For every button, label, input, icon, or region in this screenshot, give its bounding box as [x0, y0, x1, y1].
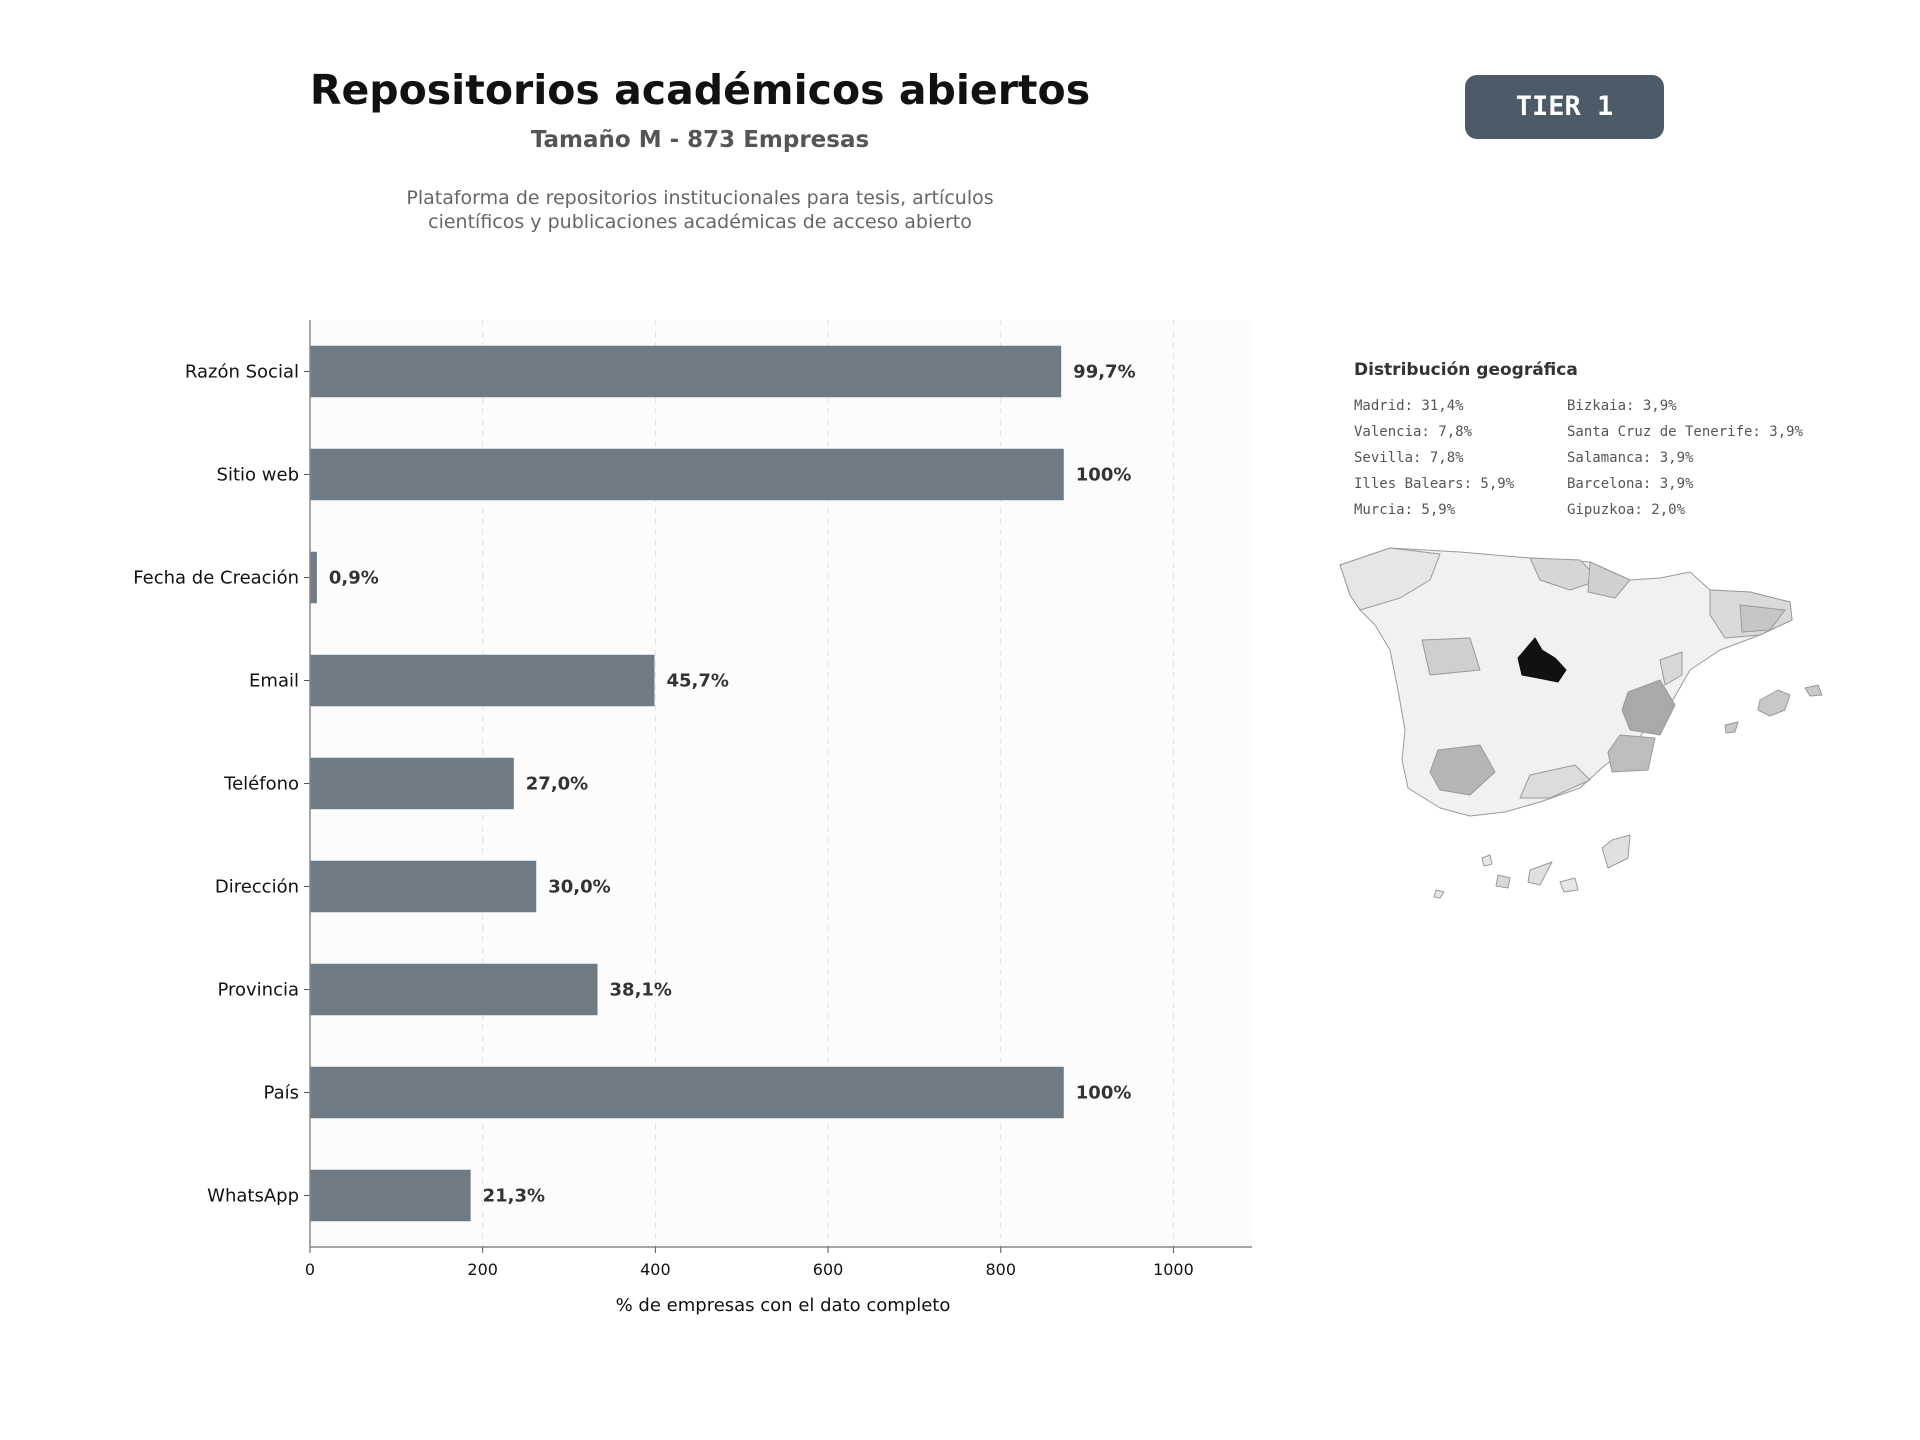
category-label: Provincia: [217, 980, 299, 1001]
x-tick-label: 600: [813, 1260, 844, 1279]
geo-item: Salamanca: 3,9%: [1567, 450, 1694, 466]
category-label: Sitio web: [217, 465, 299, 486]
geo-item: Gipuzkoa: 2,0%: [1567, 502, 1686, 518]
category-label: Dirección: [215, 877, 299, 898]
map-region: [1429, 744, 1496, 796]
bar-value-label: 27,0%: [526, 774, 588, 795]
geo-item: Santa Cruz de Tenerife: 3,9%: [1567, 424, 1804, 440]
category-label: WhatsApp: [207, 1186, 299, 1207]
bar: [310, 963, 598, 1016]
description-line-2: científicos y publicaciones académicas d…: [428, 211, 972, 233]
geo-item: Murcia: 5,9%: [1354, 502, 1456, 518]
geo-title: Distribución geográfica: [1354, 360, 1578, 380]
bar: [310, 448, 1064, 501]
x-tick-label: 1000: [1153, 1260, 1194, 1279]
x-axis-label: % de empresas con el dato completo: [616, 1295, 951, 1316]
tier-badge: TIER 1: [1465, 75, 1664, 139]
bar-value-label: 99,7%: [1073, 362, 1135, 383]
map-region: [1339, 547, 1441, 611]
geo-item: Barcelona: 3,9%: [1567, 476, 1694, 492]
bar-value-label: 38,1%: [610, 980, 672, 1001]
bar-value-label: 30,0%: [548, 877, 610, 898]
map-region-madrid: [1517, 637, 1567, 683]
bar-chart: 99,7% Razón Social 100% Sitio web 0,9% Fecha …: [133, 320, 1252, 1316]
map-region: [1519, 764, 1591, 799]
map-canaries: [1495, 874, 1511, 889]
x-tick-label: 200: [467, 1260, 498, 1279]
category-label: Razón Social: [185, 362, 299, 383]
map-region: [1529, 557, 1601, 591]
x-tick-label: 0: [305, 1260, 315, 1279]
page-subtitle: Tamaño M - 873 Empresas: [530, 127, 870, 153]
category-label: Email: [249, 671, 299, 692]
bar: [310, 1066, 1064, 1119]
plot-area: 99,7% Razón Social 100% Sitio web 0,9% Fecha …: [133, 320, 1252, 1316]
map-balearics: [1757, 689, 1791, 717]
map-canaries: [1481, 854, 1493, 867]
map-canaries: [1559, 877, 1579, 893]
map-balearics: [1724, 721, 1739, 734]
bar: [310, 860, 537, 913]
category-label: País: [264, 1083, 299, 1104]
spain-map: [1339, 547, 1823, 899]
geo-item: Madrid: 31,4%: [1354, 398, 1464, 414]
map-region: [1587, 561, 1631, 599]
x-tick-label: 800: [985, 1260, 1016, 1279]
map-canaries: [1433, 889, 1445, 899]
bar-value-label: 100%: [1076, 1083, 1132, 1104]
geo-item: Valencia: 7,8%: [1354, 424, 1473, 440]
geo-item: Illes Balears: 5,9%: [1354, 476, 1515, 492]
bar: [310, 1169, 471, 1222]
map-canaries: [1601, 834, 1631, 869]
map-region: [1659, 651, 1683, 686]
map-region: [1621, 679, 1676, 736]
map-balearics: [1804, 684, 1823, 697]
bar-value-label: 100%: [1076, 465, 1132, 486]
map-region: [1607, 734, 1656, 773]
bar-value-label: 45,7%: [667, 671, 729, 692]
page-title: Repositorios académicos abiertos: [309, 66, 1091, 114]
geo-item: Sevilla: 7,8%: [1354, 450, 1464, 466]
bar: [310, 551, 317, 604]
x-tick-label: 400: [640, 1260, 671, 1279]
category-label: Teléfono: [223, 774, 299, 795]
map-canaries: [1527, 861, 1553, 886]
page-description: Plataforma de repositorios institucional…: [300, 186, 1100, 234]
category-label: Fecha de Creación: [133, 568, 299, 589]
map-region: [1421, 637, 1481, 676]
bar: [310, 757, 514, 810]
bar-value-label: 21,3%: [483, 1186, 545, 1207]
bar-value-label: 0,9%: [329, 568, 379, 589]
bar: [310, 345, 1062, 398]
map-region: [1739, 604, 1786, 633]
bar: [310, 654, 655, 707]
geo-item: Bizkaia: 3,9%: [1567, 398, 1677, 414]
description-line-1: Plataforma de repositorios institucional…: [406, 187, 994, 209]
